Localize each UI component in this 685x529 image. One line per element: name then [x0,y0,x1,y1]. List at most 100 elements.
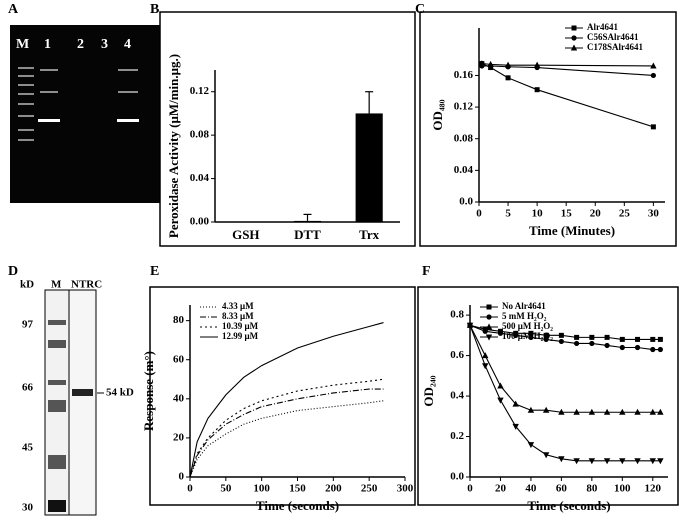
ladder-bands [48,320,66,512]
marker [478,60,486,67]
x-axis-label: Time (seconds) [527,498,610,513]
gel-band [72,389,93,396]
marker [486,304,492,310]
marker [486,314,492,320]
marker [543,336,549,342]
y-axis-label: Response (m°) [141,351,156,431]
x-tick-label: 30 [648,208,660,220]
marker [527,406,535,413]
marker [512,423,519,430]
legend-label: 500 μM H₂O₂ [502,321,553,331]
x-tick-label: Trx [359,227,379,242]
y-tick-label: 0.0 [459,196,473,208]
x-tick-label: 80 [586,483,598,495]
panel-label: B [150,2,159,17]
gel-image [10,25,160,203]
marker [542,452,550,459]
marker [497,397,504,404]
y-tick-label: 0.04 [454,164,474,176]
lane-label: M [51,279,62,291]
gel-band [117,119,139,122]
marker [482,363,489,370]
marker [570,44,578,51]
x-tick-label: 20 [590,208,602,220]
marker [558,456,565,463]
marker [487,60,494,67]
x-tick-label: 0 [476,208,482,220]
marker [619,458,626,465]
panel-frame [417,286,679,506]
marker [534,87,540,93]
y-tick-label: 0.12 [454,101,474,113]
series-line [469,324,661,340]
marker [497,382,504,389]
x-tick-label: 120 [645,483,662,495]
marker-label: 45 [22,442,34,454]
bar [355,113,383,222]
marker [504,61,512,68]
marker [542,406,550,413]
marker [634,458,641,465]
marker [573,458,580,465]
marker [619,344,625,351]
y-tick-label: 0.4 [450,390,464,402]
marker [634,408,641,415]
y-tick-label: 0.16 [454,69,474,81]
marker [657,346,663,353]
unit-label: kD [20,279,34,291]
ladder-bands [18,67,138,141]
marker-label: 97 [22,319,34,331]
lane-label: 4 [124,37,131,52]
y-tick-label: 0.00 [190,216,210,228]
panel-frame [149,286,416,506]
band-label: 54 kD [106,387,134,399]
marker-label: 30 [22,502,34,514]
y-tick-label: 60 [173,353,185,365]
y-tick-label: 0.0 [450,471,464,483]
x-tick-label: 40 [525,483,537,495]
x-tick-label: 0 [467,483,473,495]
marker [650,336,656,342]
marker [527,442,535,449]
marker [589,334,595,340]
x-tick-label: 100 [614,483,631,495]
panel-label: A [8,2,19,17]
x-tick-label: 25 [619,208,631,220]
y-tick-label: 0.6 [450,349,464,361]
marker [574,334,580,340]
bar [293,220,322,222]
marker [571,35,577,41]
x-axis-label: Time (seconds) [256,498,339,513]
marker [512,400,519,407]
y-tick-label: 0 [179,471,185,483]
marker [649,408,656,415]
panel-label: E [150,264,159,279]
marker [603,458,611,465]
legend-label: Alr4641 [587,22,618,32]
x-tick-label: DTT [294,227,321,242]
series-line [469,325,661,462]
lane-label: M [16,37,29,52]
x-tick-label: 150 [289,483,306,495]
marker [485,334,493,341]
y-tick-label: 0.2 [450,430,464,442]
legend-label: 100 μM H₂O₂ [502,331,553,341]
panel-label: C [415,2,425,17]
x-tick-label: 100 [253,483,270,495]
series-line [469,324,661,413]
y-tick-label: 0.08 [190,129,210,141]
series-line [189,400,384,478]
marker [573,408,580,415]
x-tick-label: 200 [325,483,342,495]
lane-label: 2 [77,37,84,52]
marker [657,336,663,342]
x-tick-label: GSH [232,227,259,242]
panel-frame [419,11,677,247]
marker [466,322,474,329]
x-tick-label: 50 [220,483,232,495]
y-tick-label: 20 [173,431,185,443]
marker [543,332,549,338]
marker [619,408,626,415]
marker [558,338,564,345]
